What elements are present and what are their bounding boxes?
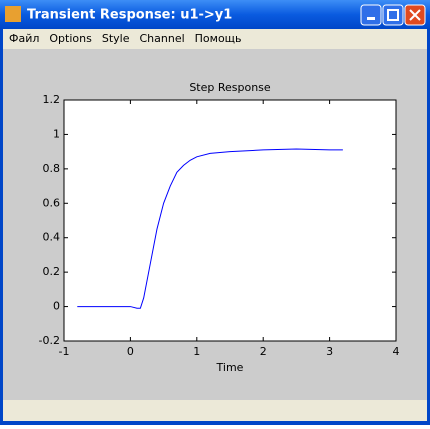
x-axis-label: Time [216, 361, 244, 374]
menu-item[interactable]: Помощь [195, 32, 242, 45]
chart-title: Step Response [189, 81, 271, 94]
y-tick-label: -0.2 [39, 334, 60, 347]
y-tick-label: 1.2 [43, 93, 61, 106]
x-tick-label: -1 [59, 345, 70, 358]
status-area [3, 400, 427, 421]
menu-bar [3, 29, 427, 49]
y-tick-label: 1 [53, 127, 60, 140]
menu-item[interactable]: Options [49, 32, 92, 45]
maximize-icon [387, 9, 399, 21]
y-tick-label: 0.4 [43, 231, 61, 244]
minimize-icon [367, 17, 375, 20]
x-tick-label: 0 [127, 345, 134, 358]
data-line [77, 148, 343, 309]
menu-item[interactable]: Channel [139, 32, 184, 45]
menu-item[interactable]: Style [102, 32, 130, 45]
title-bar [0, 0, 430, 29]
window-title: Transient Response: u1->y1 [27, 8, 232, 23]
x-tick-label: 3 [326, 345, 333, 358]
y-tick-label: 0.8 [43, 162, 61, 175]
x-tick-label: 1 [193, 345, 200, 358]
minimize-button[interactable] [360, 4, 382, 26]
y-tick-label: 0 [53, 300, 60, 313]
y-tick-label: 0.6 [43, 196, 61, 209]
x-tick-label: 2 [260, 345, 267, 358]
menu-item[interactable]: Файл [9, 32, 39, 45]
plot-area [63, 99, 397, 342]
maximize-button[interactable] [382, 4, 404, 26]
app-icon [5, 6, 21, 22]
x-tick-label: 4 [393, 345, 400, 358]
y-tick-label: 0.2 [43, 265, 61, 278]
close-icon [409, 9, 421, 21]
